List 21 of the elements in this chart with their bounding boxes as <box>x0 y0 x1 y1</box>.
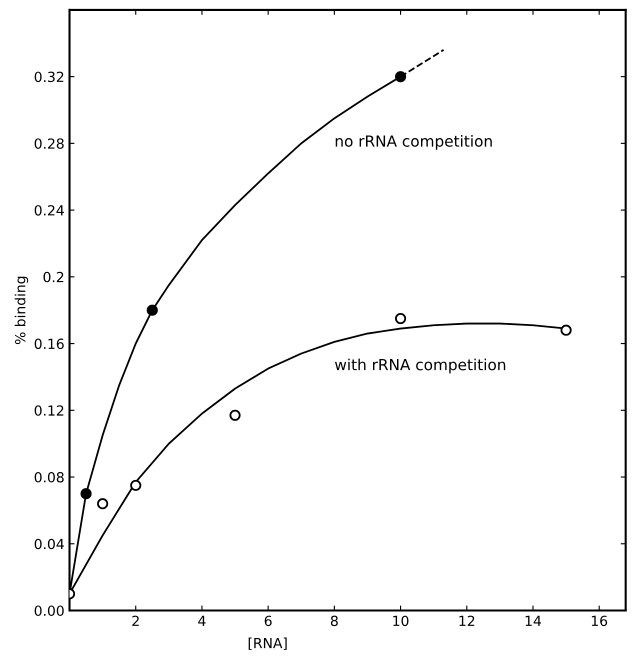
y-axis-title: % binding <box>14 276 28 344</box>
x-tick-label: 8 <box>330 616 338 626</box>
y-tick-label: 0.08 <box>34 472 64 483</box>
x-tick-label: 6 <box>264 616 272 626</box>
x-tick-label: 10 <box>393 616 408 626</box>
series-label: no rRNA competition <box>336 135 492 150</box>
x-tick-label: 12 <box>459 616 474 626</box>
y-tick-label: 0.12 <box>34 405 64 416</box>
x-tick-label: 14 <box>526 616 542 626</box>
y-tick-label: 0.24 <box>34 205 64 216</box>
series-label: with rRNA competition <box>335 358 506 374</box>
y-tick-label: 0.28 <box>34 138 64 149</box>
y-tick-label: 0.04 <box>34 538 64 550</box>
y-tick-label: 0.32 <box>34 72 64 82</box>
x-tick-label: 2 <box>132 616 139 626</box>
y-tick-label: 0.16 <box>34 338 64 350</box>
y-tick-label: 0.2 <box>43 272 64 282</box>
x-axis-title: [RNA] <box>248 638 287 650</box>
y-tick-label: 0.00 <box>34 605 64 616</box>
x-tick-label: 16 <box>592 616 608 626</box>
x-tick-label: 4 <box>198 616 206 626</box>
